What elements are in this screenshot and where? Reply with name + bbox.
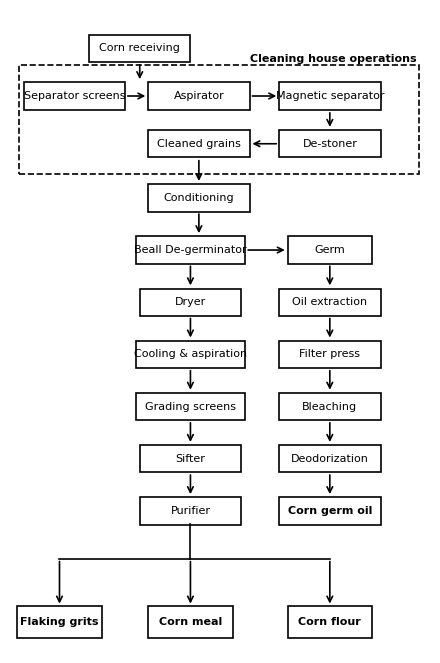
Text: Sifter: Sifter bbox=[176, 453, 205, 464]
FancyBboxPatch shape bbox=[136, 236, 246, 264]
Text: Corn flour: Corn flour bbox=[298, 617, 361, 627]
Text: Separator screens: Separator screens bbox=[23, 91, 125, 101]
FancyBboxPatch shape bbox=[136, 393, 246, 420]
FancyBboxPatch shape bbox=[279, 393, 381, 420]
FancyBboxPatch shape bbox=[279, 445, 381, 473]
Text: Beall De-germinator: Beall De-germinator bbox=[134, 245, 247, 255]
Text: Cooling & aspiration: Cooling & aspiration bbox=[134, 349, 247, 359]
FancyBboxPatch shape bbox=[136, 341, 246, 368]
Text: Corn meal: Corn meal bbox=[159, 617, 222, 627]
Text: Corn receiving: Corn receiving bbox=[99, 43, 180, 53]
Text: Flaking grits: Flaking grits bbox=[20, 617, 99, 627]
Text: Grading screens: Grading screens bbox=[145, 402, 236, 412]
FancyBboxPatch shape bbox=[279, 130, 381, 157]
Text: Aspirator: Aspirator bbox=[173, 91, 224, 101]
Text: Magnetic separator: Magnetic separator bbox=[275, 91, 384, 101]
Text: Cleaning house operations: Cleaning house operations bbox=[250, 54, 416, 64]
FancyBboxPatch shape bbox=[288, 236, 372, 264]
Text: De-stoner: De-stoner bbox=[302, 139, 357, 149]
Text: Filter press: Filter press bbox=[299, 349, 360, 359]
Text: Bleaching: Bleaching bbox=[302, 402, 357, 412]
Text: Purifier: Purifier bbox=[170, 506, 210, 516]
FancyBboxPatch shape bbox=[148, 184, 249, 211]
FancyBboxPatch shape bbox=[17, 607, 102, 638]
FancyBboxPatch shape bbox=[279, 82, 381, 109]
Text: Cleaned grains: Cleaned grains bbox=[157, 139, 241, 149]
Text: Dryer: Dryer bbox=[175, 297, 206, 307]
FancyBboxPatch shape bbox=[140, 288, 241, 316]
FancyBboxPatch shape bbox=[148, 82, 249, 109]
FancyBboxPatch shape bbox=[288, 607, 372, 638]
FancyBboxPatch shape bbox=[148, 607, 233, 638]
FancyBboxPatch shape bbox=[279, 497, 381, 524]
FancyBboxPatch shape bbox=[89, 34, 191, 62]
FancyBboxPatch shape bbox=[148, 130, 249, 157]
Text: Deodorization: Deodorization bbox=[291, 453, 369, 464]
Text: Germ: Germ bbox=[315, 245, 345, 255]
FancyBboxPatch shape bbox=[279, 341, 381, 368]
FancyBboxPatch shape bbox=[140, 445, 241, 473]
FancyBboxPatch shape bbox=[140, 497, 241, 524]
Text: Corn germ oil: Corn germ oil bbox=[288, 506, 372, 516]
Text: Oil extraction: Oil extraction bbox=[292, 297, 367, 307]
FancyBboxPatch shape bbox=[279, 288, 381, 316]
FancyBboxPatch shape bbox=[24, 82, 125, 109]
Text: Conditioning: Conditioning bbox=[164, 193, 234, 203]
